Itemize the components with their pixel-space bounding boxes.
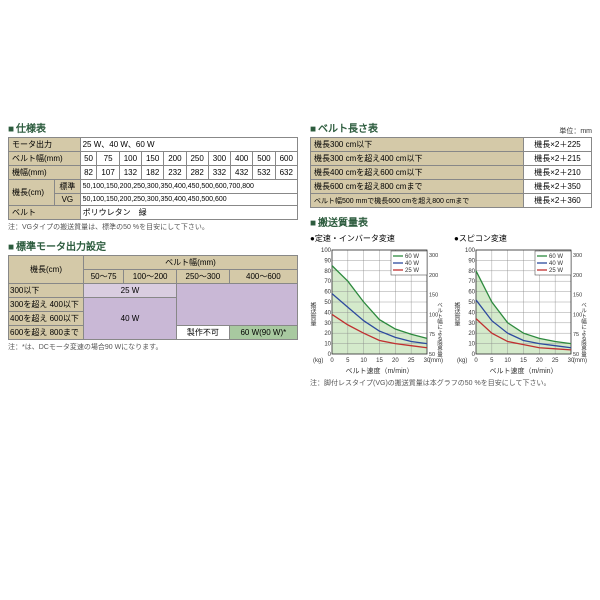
svg-text:40: 40 xyxy=(324,310,331,316)
svg-text:90: 90 xyxy=(468,258,475,264)
svg-text:10: 10 xyxy=(324,342,331,348)
motor-note: 注：*は、DCモータ変速の場合90 Wになります。 xyxy=(8,342,298,352)
chart1: 010203040506070809010005101520253060 W40… xyxy=(310,246,445,376)
svg-text:60 W: 60 W xyxy=(549,254,563,260)
svg-text:25 W: 25 W xyxy=(405,268,419,274)
svg-text:ベルト幅による限界量: ベルト幅による限界量 xyxy=(580,302,587,359)
svg-text:60 W: 60 W xyxy=(405,254,419,260)
svg-text:20: 20 xyxy=(536,358,543,364)
svg-text:80: 80 xyxy=(468,269,475,275)
svg-text:30: 30 xyxy=(468,321,475,327)
svg-text:100: 100 xyxy=(465,248,476,254)
svg-text:15: 15 xyxy=(376,358,383,364)
svg-text:0: 0 xyxy=(330,358,334,364)
svg-text:10: 10 xyxy=(360,358,367,364)
chart2-title: スピコン変速 xyxy=(454,233,592,244)
belt-title: ベルト長さ表 xyxy=(310,120,378,135)
svg-text:200: 200 xyxy=(429,273,438,279)
svg-text:ベルト速度（m/min）: ベルト速度（m/min） xyxy=(489,366,557,375)
svg-text:5: 5 xyxy=(346,358,350,364)
svg-text:(kg): (kg) xyxy=(313,358,323,364)
svg-text:5: 5 xyxy=(490,358,494,364)
svg-text:(mm): (mm) xyxy=(573,358,587,364)
svg-text:25: 25 xyxy=(408,358,415,364)
chart1-title: 定速・インバータ変速 xyxy=(310,233,448,244)
svg-text:(kg): (kg) xyxy=(457,358,467,364)
svg-text:15: 15 xyxy=(520,358,527,364)
svg-text:40: 40 xyxy=(468,310,475,316)
svg-text:25 W: 25 W xyxy=(549,268,563,274)
load-title: 搬送質量表 xyxy=(310,214,592,229)
svg-text:50: 50 xyxy=(324,300,331,306)
spec-table: モータ出力 25 W、40 W、60 W ベルト幅(mm) 5075100150… xyxy=(8,137,298,220)
load-note: 注：脚付レスタイプ(VG)の搬送質量は本グラフの50 %を目安にして下さい。 xyxy=(310,378,592,388)
svg-text:10: 10 xyxy=(504,358,511,364)
belt-unit: 単位：mm xyxy=(559,126,592,136)
svg-text:60: 60 xyxy=(468,290,475,296)
svg-text:20: 20 xyxy=(392,358,399,364)
svg-text:30: 30 xyxy=(324,321,331,327)
svg-text:40 W: 40 W xyxy=(549,261,563,267)
spec-note: 注：VGタイプの搬送質量は、標準の50 %を目安にして下さい。 xyxy=(8,222,298,232)
svg-text:0: 0 xyxy=(474,358,478,364)
svg-text:60: 60 xyxy=(324,290,331,296)
svg-text:25: 25 xyxy=(552,358,559,364)
svg-text:搬送質量: 搬送質量 xyxy=(454,301,460,327)
svg-text:150: 150 xyxy=(573,293,582,299)
svg-text:70: 70 xyxy=(468,279,475,285)
svg-text:300: 300 xyxy=(573,253,582,259)
svg-text:150: 150 xyxy=(429,293,438,299)
motor-table: 機長(cm) ベルト幅(mm) 50～75 100～200 250～300 40… xyxy=(8,255,298,340)
svg-text:搬送質量: 搬送質量 xyxy=(310,301,316,327)
spec-title: 仕様表 xyxy=(8,120,298,135)
motor-title: 標準モータ出力設定 xyxy=(8,238,298,253)
chart2: 010203040506070809010005101520253060 W40… xyxy=(454,246,589,376)
svg-text:20: 20 xyxy=(468,331,475,337)
svg-text:300: 300 xyxy=(429,253,438,259)
svg-text:20: 20 xyxy=(324,331,331,337)
svg-text:ベルト速度（m/min）: ベルト速度（m/min） xyxy=(345,366,413,375)
belt-table: 機長300 cm以下機長×2＋225 機長300 cmを超え400 cm以下機長… xyxy=(310,137,592,208)
spec-row-label: モータ出力 xyxy=(9,138,81,152)
svg-text:100: 100 xyxy=(321,248,332,254)
svg-text:70: 70 xyxy=(324,279,331,285)
svg-text:(mm): (mm) xyxy=(429,358,443,364)
svg-text:10: 10 xyxy=(468,342,475,348)
svg-text:ベルト幅による限界量: ベルト幅による限界量 xyxy=(436,302,443,359)
svg-text:40 W: 40 W xyxy=(405,261,419,267)
svg-text:200: 200 xyxy=(573,273,582,279)
svg-text:50: 50 xyxy=(468,300,475,306)
svg-text:75: 75 xyxy=(573,332,579,338)
svg-text:80: 80 xyxy=(324,269,331,275)
svg-text:90: 90 xyxy=(324,258,331,264)
svg-text:75: 75 xyxy=(429,332,435,338)
